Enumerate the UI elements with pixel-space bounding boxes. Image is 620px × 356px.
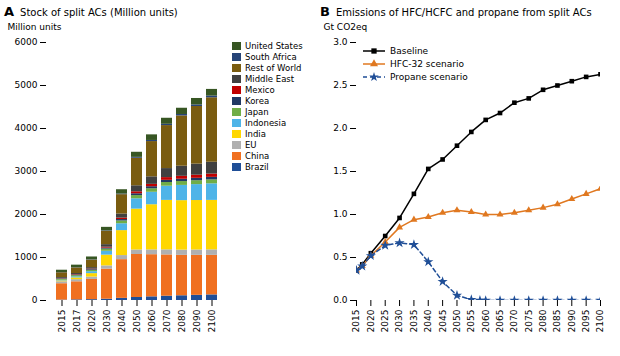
svg-text:2035: 2035 [409, 310, 419, 333]
svg-text:6000: 6000 [15, 37, 38, 47]
svg-text:2045: 2045 [437, 310, 447, 333]
svg-text:1.0: 1.0 [333, 209, 348, 219]
svg-text:2020: 2020 [366, 309, 376, 332]
svg-text:2030: 2030 [394, 309, 404, 332]
svg-text:2017: 2017 [72, 310, 82, 333]
html-text:A Stock of split ACs (Million: A Stock of split ACs (Million units) [4, 4, 178, 19]
html-text:United States: United States [245, 40, 303, 51]
html-text:Middle East: Middle East [245, 73, 295, 84]
svg-text:5000: 5000 [15, 80, 38, 90]
html-text:Korea: Korea [245, 95, 270, 106]
svg-text:2090: 2090 [567, 309, 577, 332]
html-text:HFC-32 scenario: HFC-32 scenario [390, 58, 464, 69]
svg-text:2050: 2050 [452, 309, 462, 332]
html-text:Baseline: Baseline [390, 45, 429, 56]
svg-text:0.0: 0.0 [333, 295, 348, 305]
svg-text:2065: 2065 [495, 310, 505, 333]
html-text:Japan: Japan [245, 106, 269, 117]
html-text:B Emissions of HFC/HCFC and pr: B Emissions of HFC/HCFC and propane from… [320, 4, 592, 19]
svg-text:2000: 2000 [15, 209, 38, 219]
svg-text:0.5: 0.5 [333, 252, 347, 262]
svg-text:3.0: 3.0 [333, 37, 348, 47]
svg-text:4000: 4000 [15, 123, 38, 133]
html-text:India: India [245, 128, 266, 139]
svg-text:1.5: 1.5 [333, 166, 347, 176]
html-text:Brazil: Brazil [245, 161, 269, 172]
svg-text:2070: 2070 [509, 309, 519, 332]
svg-text:Gt CO2eq: Gt CO2eq [324, 22, 368, 32]
svg-text:2100: 2100 [595, 309, 605, 332]
svg-text:2.5: 2.5 [333, 80, 347, 90]
svg-text:2080: 2080 [538, 309, 548, 332]
svg-text:2100: 2100 [207, 309, 217, 332]
svg-text:3000: 3000 [15, 166, 38, 176]
svg-text:2040: 2040 [117, 309, 127, 332]
svg-text:2025: 2025 [380, 310, 390, 333]
svg-text:0: 0 [32, 295, 38, 305]
svg-text:2085: 2085 [552, 310, 562, 333]
svg-text:2.0: 2.0 [333, 123, 348, 133]
html-text:Mexico: Mexico [245, 84, 275, 95]
svg-text:2080: 2080 [177, 309, 187, 332]
html-text:South Africa: South Africa [245, 51, 297, 62]
svg-text:2030: 2030 [102, 309, 112, 332]
svg-text:2070: 2070 [162, 309, 172, 332]
svg-text:2015: 2015 [351, 310, 361, 333]
svg-text:2040: 2040 [423, 309, 433, 332]
svg-text:2050: 2050 [132, 309, 142, 332]
svg-text:1000: 1000 [15, 252, 38, 262]
svg-text:Million units: Million units [8, 22, 62, 32]
html-text:Indonesia: Indonesia [245, 117, 287, 128]
html-text:Propane scenario: Propane scenario [390, 71, 468, 82]
svg-text:2055: 2055 [466, 310, 476, 333]
svg-text:2020: 2020 [87, 309, 97, 332]
svg-text:2095: 2095 [581, 310, 591, 333]
svg-text:2090: 2090 [192, 309, 202, 332]
svg-text:2015: 2015 [57, 310, 67, 333]
html-text:Rest of World: Rest of World [245, 62, 302, 73]
html-text:China: China [245, 150, 270, 161]
svg-text:2060: 2060 [147, 309, 157, 332]
svg-text:2075: 2075 [524, 310, 534, 333]
svg-text:2060: 2060 [481, 309, 491, 332]
html-text:EU: EU [245, 139, 257, 150]
